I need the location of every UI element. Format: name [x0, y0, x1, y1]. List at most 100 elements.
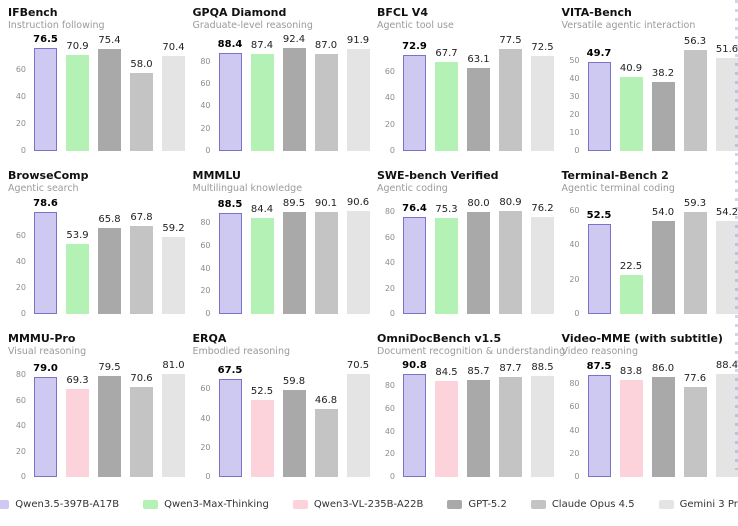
bars-area: 49.7 40.9 38.2 56.3 51.6	[586, 36, 738, 151]
y-tick-label: 80	[200, 56, 211, 66]
bar-gpt-5-2	[282, 48, 306, 151]
bar-column-qwen3-max-thinking: 75.3	[435, 204, 458, 314]
y-axis-ticks: 0 20 40 60	[8, 206, 32, 317]
bar-value-label: 70.4	[162, 41, 185, 53]
bar-value-label: 88.5	[217, 199, 243, 211]
y-tick-label: 80	[569, 379, 580, 389]
chart-title: BrowseComp	[8, 169, 89, 182]
y-tick-label: 20	[384, 283, 395, 293]
bar-value-label: 79.0	[33, 362, 58, 374]
bar-gpt-5-2	[98, 228, 121, 314]
y-tick-label: 60	[569, 206, 580, 216]
bar-column-qwen3-vl-235b-a22b: 84.5	[435, 366, 458, 477]
bar-column-qwen3-5-397b-a17b: 76.5	[33, 34, 58, 151]
y-tick-label: 80	[200, 218, 211, 228]
bar-claude-opus-4-5	[314, 54, 338, 151]
chart-panel-swe-bench-verified: SWE-bench Verified Agentic coding 0 20 40 60 8…	[369, 163, 554, 326]
bar-column-qwen3-vl-235b-a22b: 83.8	[619, 366, 643, 477]
bar-gemini-3-pro	[531, 55, 554, 151]
bar-value-label: 87.0	[314, 40, 338, 52]
chart-subtitle: Instruction following	[8, 20, 105, 31]
bar-column-qwen3-5-397b-a17b: 76.4	[402, 203, 427, 314]
plot-area: 0 20 40 60 80 76.4 75.3 80.0 80.9 76.2	[377, 197, 554, 318]
bar-column-gemini-3-pro: 88.5	[531, 362, 554, 477]
bar-value-label: 84.5	[435, 366, 458, 378]
legend-label: Qwen3-VL-235B-A22B	[313, 499, 424, 510]
legend-label: Claude Opus 4.5	[551, 499, 635, 510]
bar-claude-opus-4-5	[130, 225, 153, 314]
bar-value-label: 90.8	[402, 359, 427, 371]
bar-column-gemini-3-pro: 91.9	[346, 35, 370, 151]
legend-swatch-icon	[0, 500, 10, 509]
y-tick-label: 40	[384, 426, 395, 436]
legend-swatch-icon	[447, 500, 463, 509]
chart-subtitle: Agentic search	[8, 183, 79, 194]
chart-title: ERQA	[192, 332, 227, 345]
y-tick-label: 40	[569, 240, 580, 250]
bar-value-label: 91.9	[346, 34, 370, 46]
bar-value-label: 70.6	[130, 373, 153, 385]
charts-grid: IFBench Instruction following 0 20 40 60 76.5 7…	[8, 0, 738, 481]
bar-column-gemini-3-pro: 72.5	[531, 42, 554, 151]
y-axis-ticks: 0 20 40 60	[377, 43, 401, 154]
y-tick-label: 0	[389, 309, 395, 318]
bar-column-qwen3-vl-235b-a22b: 69.3	[66, 369, 89, 477]
bar-gpt-5-2	[651, 82, 675, 151]
bar-column-qwen3-max-thinking: 67.7	[435, 43, 458, 151]
bars-area: 79.0 69.3 79.5 70.6 81.0	[32, 360, 185, 477]
plot-area: 0 20 40 60 72.9 67.7 63.1 77.5 72.5	[377, 35, 554, 155]
bar-column-gemini-3-pro: 54.2	[715, 206, 738, 314]
bar-qwen3-5-397b-a17b	[403, 216, 426, 314]
y-tick-label: 80	[384, 381, 395, 391]
chart-title: OmniDocBench v1.5	[377, 332, 502, 345]
bar-column-claude-opus-4-5: 46.8	[314, 369, 338, 477]
bar-value-label: 88.5	[531, 362, 554, 374]
chart-panel-bfcl-v4: BFCL V4 Agentic tool use 0 20 40 60 72.9 67.7 63…	[369, 0, 554, 163]
y-axis-ticks: 0 20 40 60	[562, 206, 586, 318]
bar-qwen3-max-thinking	[66, 243, 89, 314]
bar-gemini-3-pro	[346, 211, 370, 314]
bar-gpt-5-2	[651, 377, 675, 477]
plot-area: 0 20 40 60 80 79.0 69.3 79.5 70.6 81.0	[8, 360, 185, 481]
bar-value-label: 65.8	[98, 214, 121, 226]
y-tick-label: 60	[200, 384, 211, 394]
chart-title: VITA-Bench	[561, 6, 632, 19]
chart-title: MMMLU	[192, 169, 241, 182]
bar-column-claude-opus-4-5: 67.8	[130, 206, 153, 314]
y-axis-ticks: 0 20 40 60 80	[193, 206, 217, 318]
y-tick-label: 0	[205, 146, 211, 155]
bar-qwen3-5-397b-a17b	[218, 52, 242, 151]
bar-value-label: 54.2	[715, 207, 738, 219]
bar-value-label: 58.0	[130, 58, 153, 70]
legend-item-claude-opus-4-5: Claude Opus 4.5	[530, 499, 635, 510]
bar-value-label: 67.8	[130, 211, 153, 223]
bar-column-gpt-5-2: 59.8	[282, 369, 306, 477]
y-tick-label: 60	[569, 402, 580, 412]
legend-swatch-icon	[530, 500, 546, 509]
bar-claude-opus-4-5	[683, 49, 707, 151]
bar-value-label: 69.3	[66, 374, 89, 386]
bar-column-claude-opus-4-5: 77.6	[683, 369, 707, 477]
y-tick-label: 0	[389, 146, 395, 155]
bar-claude-opus-4-5	[130, 387, 153, 477]
bar-column-qwen3-5-397b-a17b: 67.5	[218, 365, 242, 477]
y-tick-label: 60	[200, 240, 211, 250]
y-tick-label: 20	[384, 449, 395, 459]
y-tick-label: 0	[20, 146, 26, 155]
bar-qwen3-vl-235b-a22b	[250, 400, 274, 477]
bar-column-gpt-5-2: 63.1	[467, 43, 490, 151]
bar-qwen3-max-thinking	[250, 218, 274, 314]
y-tick-label: 60	[384, 232, 395, 242]
bar-column-gpt-5-2: 85.7	[467, 366, 490, 477]
chart-subtitle: Document recognition & understanding	[377, 346, 566, 357]
bar-claude-opus-4-5	[314, 211, 338, 314]
bars-area: 76.4 75.3 80.0 80.9 76.2	[401, 197, 554, 314]
bar-column-qwen3-max-thinking: 40.9	[619, 43, 643, 151]
bar-claude-opus-4-5	[683, 386, 707, 477]
bar-column-gpt-5-2: 75.4	[98, 35, 121, 151]
bar-column-qwen3-5-397b-a17b: 78.6	[33, 198, 58, 314]
bar-column-qwen3-vl-235b-a22b: 52.5	[250, 369, 274, 477]
y-tick-label: 20	[384, 119, 395, 129]
legend-label: GPT-5.2	[468, 499, 507, 510]
